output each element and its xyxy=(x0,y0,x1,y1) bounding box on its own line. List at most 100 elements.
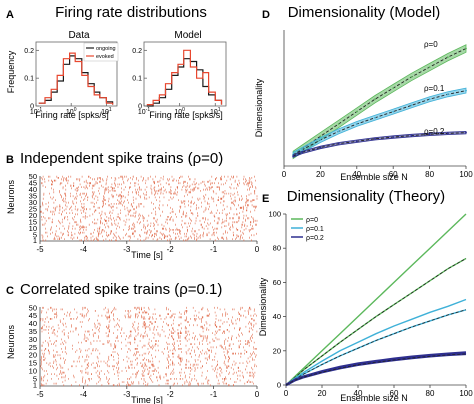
panel-a-model-xtick-label: 100 xyxy=(174,107,185,116)
panel-c-letter: C xyxy=(6,285,14,297)
panel-e-ytick-label: 0 xyxy=(277,381,281,390)
panel-d-point xyxy=(410,76,413,78)
panel-d-point xyxy=(428,66,431,68)
panel-e-series-2 xyxy=(285,298,467,386)
panel-a-model-plot: 10-1 100 101 0 0.1 0.2 xyxy=(132,41,227,116)
legend-label-rho01: ρ=0.1 xyxy=(306,226,324,233)
panel-d-point xyxy=(337,123,340,125)
panel-d-point xyxy=(446,132,449,135)
panel-d-xlabel: Ensemble size N xyxy=(340,172,408,182)
panel-b: B Independent spike trains (ρ=0) Neurons… xyxy=(6,150,260,260)
panel-d-curve-label-rho02: ρ=0.2 xyxy=(424,127,445,136)
panel-a-data-ytick-label: 0.2 xyxy=(24,48,34,55)
panel-e-xtick-label: 0 xyxy=(284,389,289,398)
panel-d-xtick-label: 80 xyxy=(425,170,434,179)
panel-a-model-ytick-label: 0.2 xyxy=(132,48,142,55)
panel-e-ytick-label: 100 xyxy=(268,210,281,219)
panel-c-xtick-label: -2 xyxy=(167,390,175,399)
panel-d-point xyxy=(355,140,358,143)
panel-c-xtick-label: -5 xyxy=(36,390,44,399)
legend-label-evoked: evoked xyxy=(96,54,114,60)
panel-e-letter: E xyxy=(262,193,269,205)
panel-b-ytick-label: 15 xyxy=(29,218,37,227)
panel-b-ylabel: Neurons xyxy=(6,179,16,214)
panel-e-xtick-label: 20 xyxy=(318,389,327,398)
panel-b-xtick-label: -5 xyxy=(36,245,44,254)
panel-d-xtick-label: 40 xyxy=(352,170,361,179)
panel-b-title: Independent spike trains (ρ=0) xyxy=(20,150,223,167)
panel-a-model-xtick-label: 101 xyxy=(210,107,221,116)
panel-c-ytick-label: 45 xyxy=(29,311,37,320)
legend-label-rho02: ρ=0.2 xyxy=(306,235,324,242)
panel-d-point xyxy=(319,146,322,149)
panel-d-point xyxy=(392,136,395,139)
panel-c-ytick-label: 30 xyxy=(29,335,37,344)
panel-c-xtick-label: -3 xyxy=(123,390,131,399)
panel-a-model-series-evoked xyxy=(146,49,223,106)
panel-d-point xyxy=(465,89,467,92)
panel-e-ytick-label: 80 xyxy=(273,244,281,253)
panel-b-xtick-label: -4 xyxy=(80,245,88,254)
panel-d-plot: 0 20 40 60 80 100 xyxy=(282,30,473,179)
panel-b-letter: B xyxy=(6,154,14,166)
panel-e-ytick-label: 60 xyxy=(273,278,281,287)
panel-d-point xyxy=(465,131,467,134)
panel-d-point xyxy=(428,133,431,136)
panel-d-point xyxy=(292,155,294,158)
panel-e-ylabel: Dimensionality xyxy=(258,277,268,336)
panel-d-point xyxy=(392,87,395,89)
panel-c-ytick-label: 5 xyxy=(33,374,37,383)
panel-e: E Dimensionality (Theory) Dimensionality… xyxy=(258,188,473,403)
panel-a-xlabel-right: Firing rate [spks/s] xyxy=(149,110,223,120)
panel-a-model-frame xyxy=(143,41,227,107)
panel-c-ytick-label: 1 xyxy=(33,381,37,390)
panel-b-ytick-label: 20 xyxy=(29,211,37,220)
panel-a-right-subtitle: Model xyxy=(174,30,201,41)
panel-a-data-ytick-label: 0.1 xyxy=(24,76,34,83)
panel-e-xlabel: Ensemble size N xyxy=(340,393,408,403)
panel-d-point xyxy=(428,98,431,101)
panel-d-band-2 xyxy=(292,130,467,158)
panel-a-title: Firing rate distributions xyxy=(55,4,207,21)
panel-b-ytick-label: 45 xyxy=(29,179,37,188)
panel-a-data-ytick-label: 0 xyxy=(30,104,34,111)
panel-c-xlabel: Time [s] xyxy=(131,395,163,404)
legend-label-ongoing: ongoing xyxy=(96,46,116,52)
panel-d-point xyxy=(446,93,449,96)
panel-d-point xyxy=(465,47,467,50)
panel-e-fit-3 xyxy=(285,309,467,386)
panel-e-ytick-label: 20 xyxy=(273,346,281,355)
panel-a-left-subtitle: Data xyxy=(68,30,90,41)
panel-b-ytick-label: 35 xyxy=(29,192,37,201)
panel-c-ytick-label: 20 xyxy=(29,351,37,360)
panel-e-xtick-label: 80 xyxy=(426,389,435,398)
panel-e-fit-1 xyxy=(285,258,467,386)
panel-d-ylabel: Dimensionality xyxy=(254,78,264,137)
panel-a-data-xtick-label: 101 xyxy=(101,107,112,116)
panel-b-xlabel: Time [s] xyxy=(131,250,163,260)
panel-d-fit-2 xyxy=(292,132,467,157)
panel-c: C Correlated spike trains (ρ=0.1) Neuron… xyxy=(6,281,260,404)
panel-e-plot: 0 20 40 60 80 100 0 20 40 60 80 100 xyxy=(268,210,473,399)
panel-c-ytick-label: 40 xyxy=(29,319,37,328)
panel-b-xtick-label: -2 xyxy=(167,245,175,254)
panel-c-ytick-label: 50 xyxy=(29,303,37,312)
panel-c-ytick-label: 15 xyxy=(29,359,37,368)
panel-b-ytick-label: 40 xyxy=(29,185,37,194)
panel-b-ytick-label: 10 xyxy=(29,224,37,233)
panel-a: A Firing rate distributions Data Model F… xyxy=(6,4,227,120)
panel-a-xlabel-left: Firing rate [spks/s] xyxy=(35,110,109,120)
panel-d-letter: D xyxy=(262,9,270,21)
panel-b-ytick-label: 50 xyxy=(29,172,37,181)
panel-c-ytick-label: 10 xyxy=(29,366,37,375)
panel-d-fit-0 xyxy=(292,48,467,156)
panel-b-xtick-label: 0 xyxy=(255,245,260,254)
panel-a-model-ytick-label: 0.1 xyxy=(132,76,142,83)
panel-c-ylabel: Neurons xyxy=(6,324,16,359)
legend-label-rho0: ρ=0 xyxy=(306,217,318,224)
panel-d-point xyxy=(319,139,322,141)
panel-c-xtick-label: -4 xyxy=(80,390,88,399)
panel-d-point xyxy=(392,110,395,113)
